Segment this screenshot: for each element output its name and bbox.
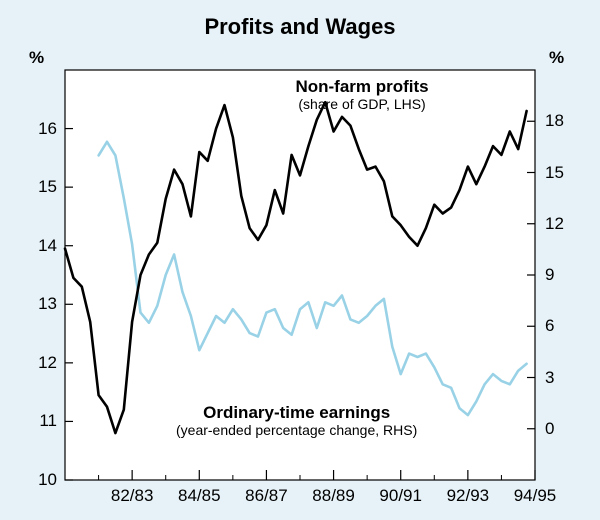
left-tick-label: 13 [17,294,57,314]
chart-title: Profits and Wages [0,14,600,40]
right-tick-label: 3 [545,368,585,388]
left-tick-label: 16 [17,119,57,139]
profits-series-label: Non-farm profits (share of GDP, LHS) [247,77,477,113]
earnings-label-sub: (year-ended percentage change, RHS) [147,422,447,438]
left-tick-label: 15 [17,177,57,197]
right-axis-unit: % [549,48,564,68]
chart: Profits and Wages % % Non-farm profits (… [0,0,600,520]
earnings-label-main: Ordinary-time earnings [203,403,390,422]
earnings-series-label: Ordinary-time earnings (year-ended perce… [147,403,447,439]
right-tick-label: 9 [545,265,585,285]
right-tick-label: 15 [545,163,585,183]
profits-label-sub: (share of GDP, LHS) [247,96,477,112]
x-tick-label: 84/85 [169,486,229,506]
x-tick-label: 88/89 [304,486,364,506]
left-tick-label: 14 [17,236,57,256]
x-tick-label: 90/91 [371,486,431,506]
right-tick-label: 6 [545,316,585,336]
right-tick-label: 12 [545,214,585,234]
profits-label-main: Non-farm profits [295,77,428,96]
left-tick-label: 10 [17,470,57,490]
left-axis-unit: % [29,48,44,68]
right-tick-label: 18 [545,111,585,131]
x-tick-label: 82/83 [102,486,162,506]
left-tick-label: 11 [17,411,57,431]
right-tick-label: 0 [545,419,585,439]
x-tick-label: 92/93 [438,486,498,506]
x-tick-label: 94/95 [505,486,565,506]
left-tick-label: 12 [17,353,57,373]
x-tick-label: 86/87 [236,486,296,506]
